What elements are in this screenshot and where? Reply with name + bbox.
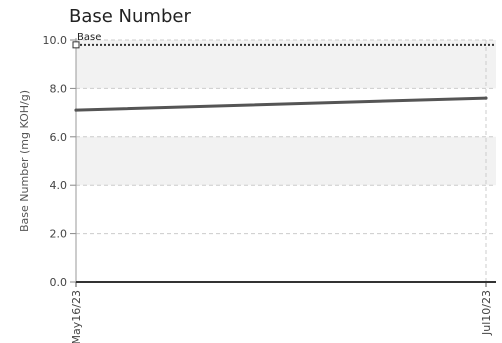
- reference-marker: [72, 41, 80, 49]
- x-tick-label: Jul10/23: [480, 290, 493, 336]
- y-tick-label: 2.0: [50, 228, 68, 241]
- series-line: [74, 96, 488, 112]
- reference-label: Base: [77, 32, 101, 43]
- shaded-band: [76, 136, 496, 186]
- y-tick-label: 6.0: [50, 131, 68, 144]
- y-tick-label: 0.0: [50, 276, 68, 289]
- data-point: [484, 96, 488, 100]
- shaded-band: [76, 40, 496, 89]
- y-tick-label: 4.0: [50, 179, 68, 192]
- y-axis-title: Base Number (mg KOH/g): [18, 90, 31, 232]
- y-tick-label: 8.0: [50, 82, 68, 95]
- data-point: [74, 108, 78, 112]
- y-tick-label: 10.0: [43, 34, 68, 47]
- chart-title: Base Number: [69, 6, 191, 27]
- x-tick-label: May16/23: [70, 290, 83, 343]
